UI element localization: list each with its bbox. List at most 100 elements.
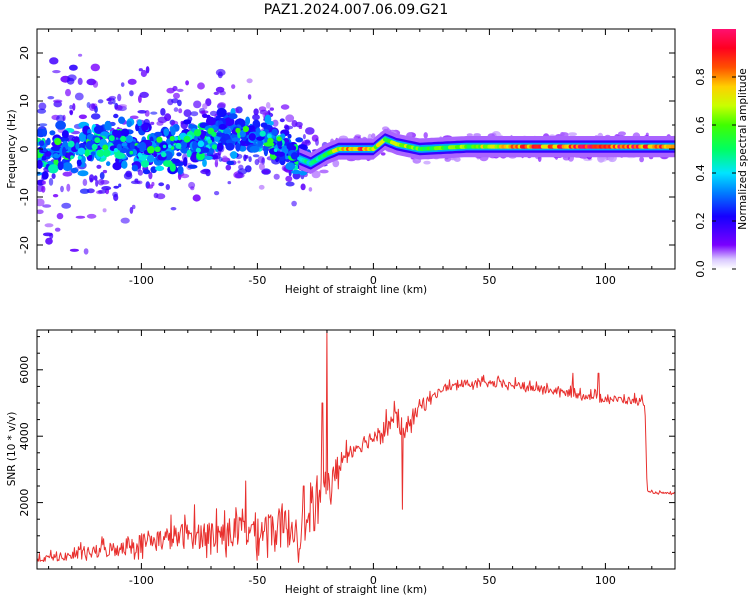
spectrogram-blob [97,99,104,104]
spectrogram-peak [137,152,143,158]
spectrogram-core-blob [49,130,56,136]
spectrogram-blob [112,98,116,105]
spectrogram-blob [148,171,153,180]
spectrogram-blob [86,213,97,219]
x-tick-label: 100 [595,274,616,287]
spectrogram-blob [285,114,295,123]
spectrogram-blob [100,180,110,185]
spectrogram-blob [217,102,226,108]
snr-series-line [37,330,675,563]
spectrogram-core-blob [192,140,198,151]
spectrogram-blob [173,107,179,112]
spectrogram-blob [190,186,195,191]
spectrogram-blob [560,132,565,137]
spectrogram-core-blob [61,130,69,139]
spectrogram-core-blob [216,107,227,118]
spectrogram-blob [453,157,461,162]
spectrogram-marks [37,53,675,255]
spectrogram-core-blob [249,145,260,153]
spectrogram-core-blob [223,117,235,127]
spectrogram-blob [423,160,431,165]
spectrogram-blob [93,175,98,181]
spectrogram-x-ticks: -100 -50 0 50 100 [48,29,676,287]
spectrogram-blob [101,186,112,191]
spectrogram-blob [49,57,59,65]
spectrogram-blob [273,173,280,180]
spectrogram-blob [173,92,180,99]
spectrogram-blob [176,88,184,92]
x-tick-label: -100 [129,274,154,287]
spectrogram-core-blob [183,119,192,125]
spectrogram-blob [202,103,208,110]
spectrogram-blob [305,127,315,135]
spectrogram-core-blob [166,138,171,144]
spectrogram-peak [276,136,282,142]
snr-y-ticks: 2000 4000 6000 [18,336,675,570]
spectrogram-blob [114,104,123,111]
y-tick-label: -10 [18,188,31,206]
spectrogram-blob [61,202,72,209]
spectrogram-core-blob [202,147,210,153]
spectrogram-blob [280,104,290,110]
spectrogram-blob [247,94,252,100]
spectrogram-blob [98,189,107,194]
spectrogram-blob [113,185,119,189]
spectrogram-blob [145,66,150,74]
spectrogram-blob [222,155,228,161]
colorbar-ticks: 0.0 0.2 0.4 0.6 0.8 [694,68,736,278]
spectrogram-core-blob [140,159,150,168]
spectrogram-peak [77,155,82,160]
spectrogram-blob [180,173,190,179]
spectrogram-blob [332,159,340,168]
spectrogram-blob [65,88,71,97]
spectrogram-blob [219,90,226,96]
spectrogram-core-blob [163,128,169,137]
spectrogram-blob [252,154,260,158]
spectrogram-peak [162,144,167,149]
spectrogram-blob [78,114,87,120]
spectrogram-blob [117,93,122,102]
spectrogram-peak [207,139,212,144]
spectrogram-core-blob [187,164,198,169]
spectrogram-blob [213,91,219,95]
spectrogram-blob [158,182,165,187]
spectrogram-blob [147,184,154,189]
spectrogram-blob [257,156,265,164]
spectrogram-blob [315,138,319,146]
spectrogram-blob [192,194,201,202]
spectrogram-blob [183,109,192,117]
spectrogram-blob [156,121,164,126]
spectrogram-blob [137,110,147,114]
colorbar: 0.0 0.2 0.4 0.6 0.8 Normalized spectral ampl… [694,29,749,278]
spectrogram-peak [273,148,278,153]
spectrogram-blob [302,134,306,140]
spectrogram-blob [125,170,132,178]
spectrogram-core-blob [141,124,149,131]
spectrogram-core-blob [277,141,283,147]
spectrogram-blob [69,64,78,71]
spectrogram-core-blob [131,164,139,172]
spectrogram-core-blob [53,153,61,159]
spectrogram-blob [380,152,386,156]
spectrogram-blob [45,237,53,245]
spectrogram-blob [185,80,190,86]
spectrogram-blob [304,139,311,144]
spectrogram-core-blob [112,130,120,138]
spectrogram-peak [242,125,249,133]
spectrogram-core-blob [202,159,207,167]
spectrogram-blob [214,191,220,196]
spectrogram-peak [96,149,105,157]
spectrogram-blob [295,121,303,128]
snr-x-ticks: -100 -50 0 50 100 [48,330,676,587]
spectrogram-core-blob [125,135,134,143]
spectrogram-core-blob [218,123,227,130]
x-tick-label: -100 [129,574,154,587]
spectrogram-peak [77,147,86,155]
spectrogram-blob [69,248,79,252]
spectrogram-blob [252,114,260,121]
spectrogram-blob [74,92,84,101]
spectrogram-core-blob [226,160,235,166]
spectrogram-peak [54,138,62,146]
spectrogram-peak [103,149,111,157]
spectrogram-blob [120,82,125,87]
